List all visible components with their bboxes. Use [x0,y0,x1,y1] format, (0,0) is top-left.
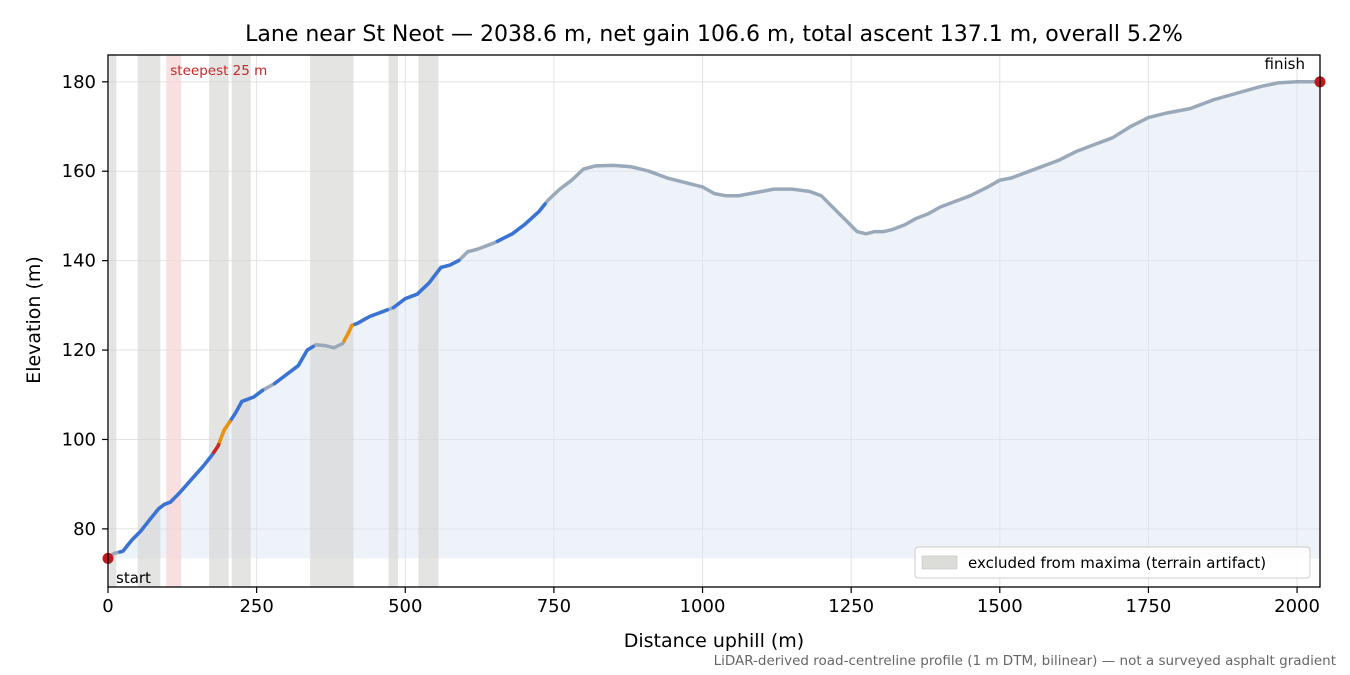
moderate-grade-segment [118,448,217,554]
x-tick-label: 1000 [680,596,726,617]
excluded-band [388,55,399,587]
max-grade-segment [212,442,221,455]
excluded-band [231,55,251,587]
legend-box [914,546,1311,579]
x-tick-label: 1750 [1126,596,1172,617]
moderate-grade-segment [228,388,265,424]
moderate-grade-segment [495,202,547,244]
y-tick-label: 80 [73,519,96,540]
x-tick-label: 500 [388,596,422,617]
chart-title: Lane near St Neot — 2038.6 m, net gain 1… [245,22,1183,47]
steepest-band [166,55,182,587]
moderate-grade-segment [352,308,390,327]
steepest-label: steepest 25 m [170,63,267,79]
x-tick-label: 0 [102,596,113,617]
y-tick-label: 120 [62,340,96,361]
x-tick-label: 2000 [1274,596,1320,617]
x-tick-label: 250 [239,596,273,617]
x-tick-label: 750 [537,596,571,617]
y-tick-label: 140 [62,251,96,272]
y-tick-label: 100 [62,429,96,450]
y-tick-label: 160 [62,161,96,182]
y-tick-label: 180 [62,72,96,93]
finish-label: finish [1265,55,1305,73]
legend-label: excluded from maxima (terrain artifact) [968,554,1266,572]
moderate-grade-segment [391,258,461,310]
profile-area [108,81,1320,559]
x-tick-label: 1500 [977,596,1023,617]
excluded-band [310,55,354,587]
moderate-grade-segment [272,344,315,386]
x-tick-label: 1250 [828,596,874,617]
x-axis-label: Distance uphill (m) [624,630,804,652]
excluded-band [209,55,229,587]
y-axis-label: Elevation (m) [23,256,45,384]
legend: excluded from maxima (terrain artifact) [914,546,1311,579]
plot-frame [107,54,1321,588]
steep-grade-segment [342,323,354,343]
footer-note: LiDAR-derived road-centreline profile (1… [714,653,1336,669]
legend-swatch [921,555,958,570]
excluded-band [109,55,117,587]
excluded-band [418,55,439,587]
start-label: start [116,569,151,587]
excluded-band [137,55,161,587]
